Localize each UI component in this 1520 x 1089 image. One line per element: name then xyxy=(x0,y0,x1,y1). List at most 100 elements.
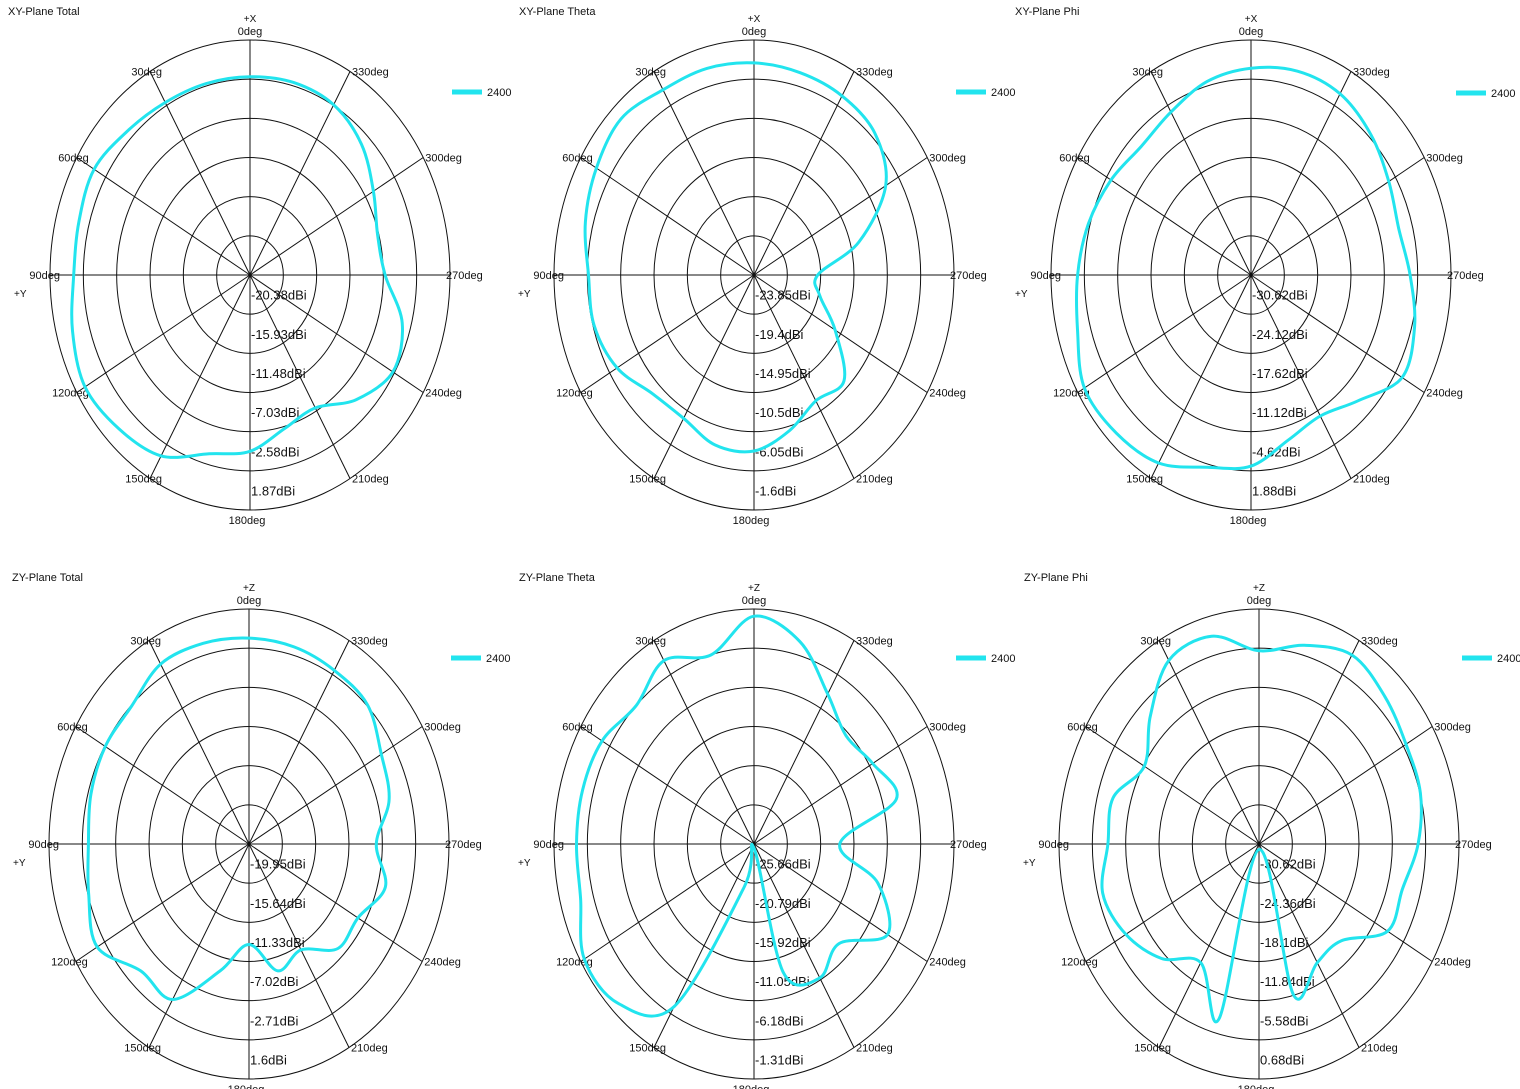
angle-label: 270deg xyxy=(1455,839,1492,851)
ring-value-label: -1.31dBi xyxy=(755,1052,804,1067)
angle-label: 270deg xyxy=(950,270,987,282)
angle-label: 180deg xyxy=(733,1084,770,1089)
ring-value-label: -4.62dBi xyxy=(1252,444,1301,459)
grid-spoke xyxy=(248,843,423,962)
grid-spoke xyxy=(1258,843,1433,962)
ring-value-label: 1.6dBi xyxy=(250,1052,287,1067)
ring-value-label: -6.05dBi xyxy=(755,444,804,459)
angle-label: 0deg xyxy=(1247,595,1271,607)
angle-label: 0deg xyxy=(742,26,766,38)
ring-value-label: -5.58dBi xyxy=(1260,1013,1309,1028)
angle-label: 270deg xyxy=(1447,270,1484,282)
polar-chart: XY-Plane Theta 0deg 330deg 300deg 270deg 240d… xyxy=(518,6,1015,527)
grid-spoke xyxy=(1150,274,1252,479)
ring-value-label: -1.6dBi xyxy=(755,483,796,498)
grid-spoke xyxy=(1158,843,1260,1048)
angle-label: 240deg xyxy=(1434,957,1471,969)
ring-value-label: -2.58dBi xyxy=(251,444,300,459)
polar-chart: ZY-Plane Theta 0deg 330deg 300deg 270deg 240d… xyxy=(518,572,1015,1089)
angle-label: 300deg xyxy=(425,153,462,165)
grid-spoke xyxy=(76,274,251,393)
chart-title: XY-Plane Phi xyxy=(1015,6,1079,18)
grid-spoke xyxy=(1258,640,1360,845)
angle-label: 120deg xyxy=(1061,957,1098,969)
angle-label: 120deg xyxy=(1053,388,1090,400)
grid-spoke xyxy=(753,843,928,962)
angle-label: 210deg xyxy=(351,1043,388,1055)
ring-value-label: -15.93dBi xyxy=(251,327,307,342)
top-axis-label: +X xyxy=(748,14,761,25)
polar-chart: ZY-Plane Total 0deg 330deg 300deg 270deg 240d… xyxy=(12,572,510,1089)
angle-label: 210deg xyxy=(856,474,893,486)
angle-label: 300deg xyxy=(1426,153,1463,165)
ring-value-label: -7.03dBi xyxy=(251,405,300,420)
ring-value-label: -24.36dBi xyxy=(1260,896,1316,911)
angle-label: 30deg xyxy=(131,66,162,78)
grid-spoke xyxy=(653,640,755,845)
grid-spoke xyxy=(1077,274,1252,393)
series-2400-line xyxy=(86,636,391,1002)
series-2400-line xyxy=(583,61,888,454)
angle-label: 90deg xyxy=(28,839,59,851)
angle-label: 60deg xyxy=(562,722,593,734)
chart-title: ZY-Plane Phi xyxy=(1024,572,1088,584)
ring-value-label: -11.12dBi xyxy=(1252,405,1307,420)
ring-value-label: -19.4dBi xyxy=(755,327,804,342)
grid-spoke xyxy=(148,843,250,1048)
top-axis-label: +X xyxy=(1245,14,1258,25)
angle-label: 0deg xyxy=(742,595,766,607)
legend-label: 2400 xyxy=(991,87,1015,99)
ring-value-label: -24.12dBi xyxy=(1252,327,1308,342)
ring-value-label: -19.95dBi xyxy=(250,857,306,872)
angle-label: 270deg xyxy=(950,839,987,851)
angle-label: 30deg xyxy=(635,635,666,647)
ring-value-label: -7.02dBi xyxy=(250,974,299,989)
grid-spoke xyxy=(248,843,350,1048)
grid-spoke xyxy=(653,274,755,479)
grid-spoke xyxy=(1250,274,1425,393)
grid-spoke xyxy=(753,843,855,1048)
series-2400-line xyxy=(1074,65,1417,471)
angle-label: 270deg xyxy=(445,839,482,851)
angle-label: 180deg xyxy=(1238,1084,1275,1089)
series-2400-line xyxy=(70,75,404,459)
angle-label: 120deg xyxy=(51,957,88,969)
grid-spoke xyxy=(1150,71,1252,276)
side-axis-label: +Y xyxy=(518,858,531,869)
grid-spoke xyxy=(653,843,755,1048)
angle-label: 210deg xyxy=(352,474,389,486)
side-axis-label: +Y xyxy=(518,289,531,300)
grid-spoke xyxy=(580,157,755,276)
angle-label: 180deg xyxy=(228,1084,265,1089)
grid-spoke xyxy=(1258,726,1433,845)
grid-spoke xyxy=(149,274,251,479)
top-axis-label: +Z xyxy=(1253,583,1265,594)
grid-spoke xyxy=(1077,157,1252,276)
angle-label: 90deg xyxy=(1030,270,1061,282)
top-axis-label: +X xyxy=(244,14,257,25)
chart-title: XY-Plane Theta xyxy=(519,6,596,18)
legend-label: 2400 xyxy=(1491,88,1515,100)
grid-spoke xyxy=(580,274,755,393)
ring-value-label: -11.48dBi xyxy=(251,366,306,381)
angle-label: 120deg xyxy=(52,388,89,400)
legend-label: 2400 xyxy=(991,653,1015,665)
polar-chart: XY-Plane Total 0deg 330deg 300deg 270deg 240d… xyxy=(8,6,511,527)
angle-label: 90deg xyxy=(533,839,564,851)
ring-value-label: 1.88dBi xyxy=(1252,483,1296,498)
ring-value-label: -11.84dBi xyxy=(1260,974,1315,989)
ring-value-label: -20.38dBi xyxy=(251,288,307,303)
angle-label: 150deg xyxy=(125,474,162,486)
angle-label: 210deg xyxy=(1353,474,1390,486)
grid-spoke xyxy=(1085,843,1260,962)
angle-label: 210deg xyxy=(856,1043,893,1055)
grid-spoke xyxy=(753,274,855,479)
angle-label: 270deg xyxy=(446,270,483,282)
angle-label: 330deg xyxy=(856,66,893,78)
series-2400-line xyxy=(1100,634,1423,1024)
angle-label: 0deg xyxy=(1239,26,1263,38)
grid-spoke xyxy=(580,843,755,962)
side-axis-label: +Y xyxy=(1023,858,1036,869)
angle-label: 240deg xyxy=(929,957,966,969)
